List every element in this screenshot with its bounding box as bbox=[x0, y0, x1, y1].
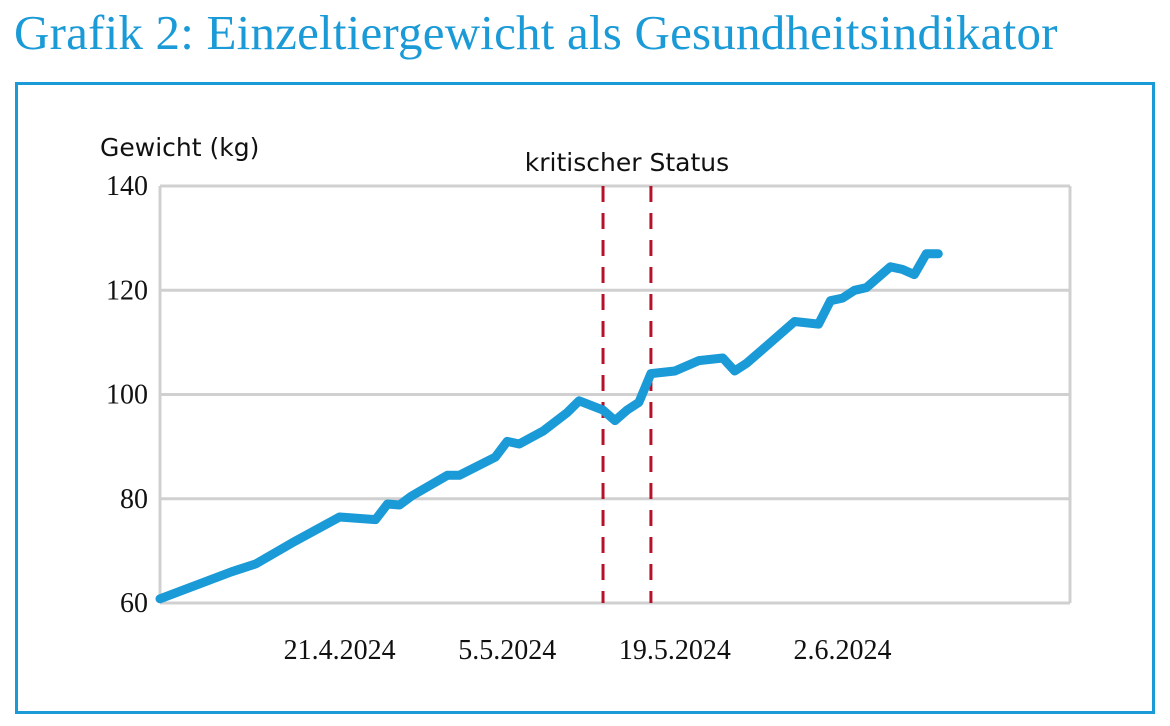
tick-labels: 60 80 100 120 140 21.4.2024 5.5.2024 19.5.2024 2… bbox=[106, 171, 892, 666]
y-tick-label: 140 bbox=[106, 171, 148, 202]
grid-lines bbox=[158, 184, 1072, 605]
critical-status-annotation: kritischer Status bbox=[525, 148, 729, 603]
weight-series-line bbox=[155, 249, 943, 604]
y-tick-label: 100 bbox=[106, 380, 148, 411]
page-title: Grafik 2: Einzeltiergewicht als Gesundhe… bbox=[14, 5, 1058, 60]
chart-frame bbox=[15, 82, 1155, 714]
y-tick-label: 80 bbox=[120, 484, 148, 515]
y-tick-label: 120 bbox=[106, 275, 148, 306]
x-tick-label: 19.5.2024 bbox=[619, 635, 731, 666]
series-layer bbox=[155, 249, 943, 604]
critical-status-label: kritischer Status bbox=[525, 148, 729, 177]
y-axis-label: Gewicht (kg) bbox=[100, 133, 259, 162]
x-tick-label: 5.5.2024 bbox=[458, 635, 556, 666]
y-tick-label: 60 bbox=[120, 588, 148, 619]
x-tick-label: 21.4.2024 bbox=[284, 635, 396, 666]
x-tick-label: 2.6.2024 bbox=[794, 635, 892, 666]
